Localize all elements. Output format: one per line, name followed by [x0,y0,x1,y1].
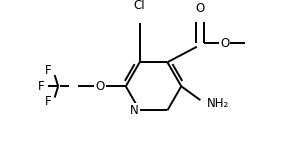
Text: O: O [95,80,104,93]
Text: F: F [44,95,51,108]
Text: Cl: Cl [134,0,145,12]
Text: F: F [44,64,51,77]
Text: N: N [130,104,139,117]
Text: F: F [37,80,44,93]
Text: NH₂: NH₂ [207,97,230,110]
Text: O: O [196,2,205,15]
Text: O: O [220,37,229,50]
